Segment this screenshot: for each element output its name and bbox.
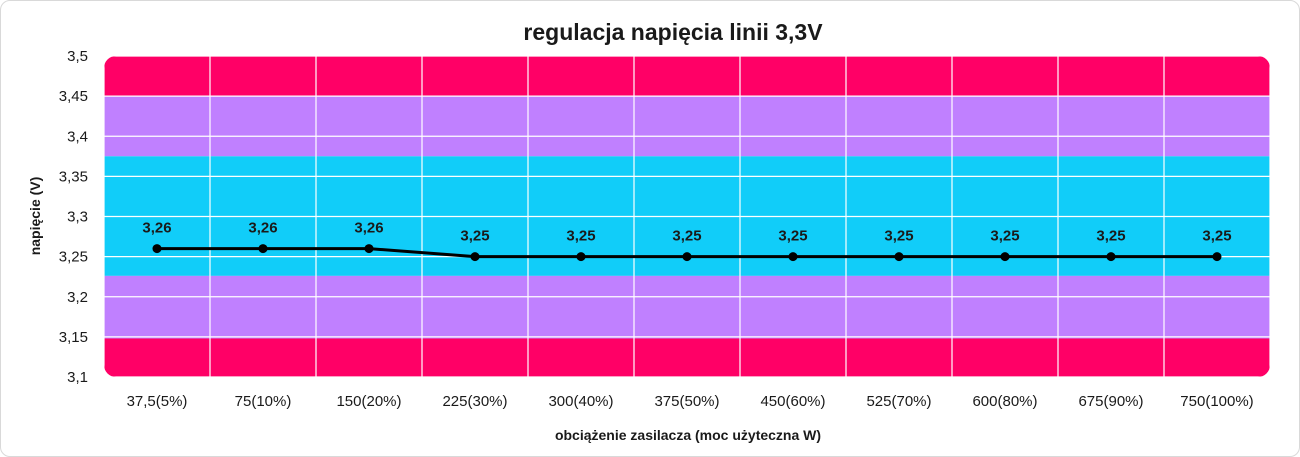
y-tick-label: 3,2 — [67, 289, 88, 306]
x-tick-label: 600(80%) — [972, 393, 1037, 410]
data-point — [1000, 252, 1010, 262]
data-point — [364, 244, 374, 254]
x-tick-label: 37,5(5%) — [127, 393, 188, 410]
x-tick-label: 450(60%) — [760, 393, 825, 410]
data-point — [576, 252, 586, 262]
y-tick-label: 3,4 — [67, 128, 88, 145]
y-tick-label: 3,15 — [59, 329, 88, 346]
y-tick-label: 3,3 — [67, 209, 88, 226]
data-label: 3,25 — [1202, 228, 1231, 245]
y-tick-label: 3,35 — [59, 168, 88, 185]
data-point — [682, 252, 692, 262]
data-label: 3,25 — [672, 228, 701, 245]
data-labels: 3,26 3,26 3,26 3,25 3,25 3,25 3,25 3,25 3,25 3,25… — [142, 220, 1231, 245]
band-1 — [104, 96, 1270, 157]
data-label: 3,26 — [248, 220, 277, 237]
x-tick-label: 300(40%) — [548, 393, 613, 410]
band-3 — [104, 275, 1270, 339]
x-tick-label: 675(90%) — [1078, 393, 1143, 410]
y-axis-ticks: 3,5 3,45 3,4 3,35 3,3 3,25 3,2 3,15 3,1 — [59, 48, 88, 386]
data-label: 3,25 — [778, 228, 807, 245]
y-tick-label: 3,25 — [59, 249, 88, 266]
y-axis-label: napięcie (V) — [27, 177, 43, 256]
x-tick-label: 225(30%) — [442, 393, 507, 410]
x-tick-label: 75(10%) — [235, 393, 292, 410]
x-tick-label: 525(70%) — [866, 393, 931, 410]
grid-lines — [104, 56, 1270, 377]
x-tick-label: 375(50%) — [654, 393, 719, 410]
data-label: 3,25 — [460, 228, 489, 245]
data-label: 3,25 — [1096, 228, 1125, 245]
x-tick-label: 150(20%) — [336, 393, 401, 410]
band-0 — [104, 56, 1270, 97]
data-point — [1212, 252, 1222, 262]
data-label: 3,26 — [142, 220, 171, 237]
series-line — [152, 244, 1222, 262]
data-point — [1106, 252, 1116, 262]
data-point — [258, 244, 268, 254]
data-label: 3,25 — [566, 228, 595, 245]
data-point — [894, 252, 904, 262]
x-axis-label: obciążenie zasilacza (moc użyteczna W) — [555, 427, 821, 443]
y-tick-label: 3,5 — [67, 48, 88, 65]
band-4 — [104, 338, 1270, 377]
data-label: 3,25 — [884, 228, 913, 245]
data-point — [470, 252, 480, 262]
x-tick-label: 750(100%) — [1180, 393, 1253, 410]
data-label: 3,25 — [990, 228, 1019, 245]
y-tick-label: 3,45 — [59, 88, 88, 105]
y-tick-label: 3,1 — [67, 369, 88, 386]
x-axis-ticks: 37,5(5%) 75(10%) 150(20%) 225(30%) 300(40%) 3… — [127, 393, 1254, 410]
data-point — [788, 252, 798, 262]
data-label: 3,26 — [354, 220, 383, 237]
chart-title: regulacja napięcia linii 3,3V — [523, 19, 823, 45]
data-point — [152, 244, 162, 254]
